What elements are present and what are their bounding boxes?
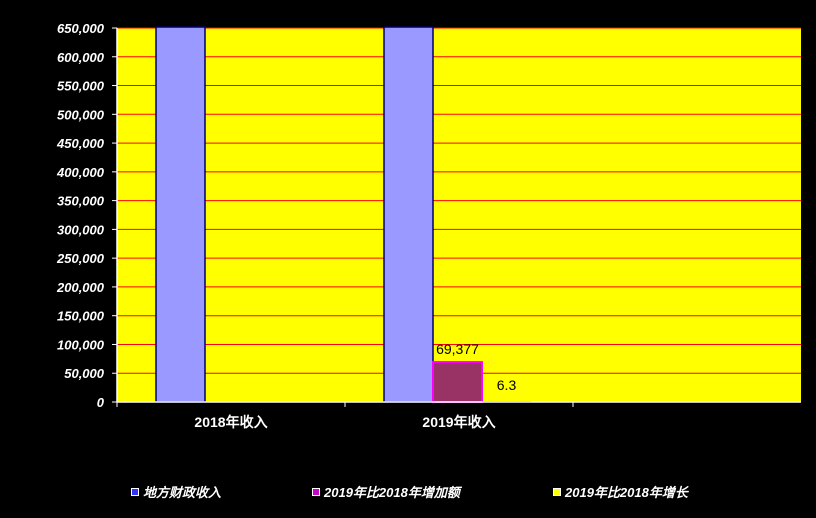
legend-label-series-0: 地方财政收入 — [143, 485, 222, 500]
plot-area — [117, 28, 801, 402]
legend-swatch-series-1 — [312, 487, 320, 496]
y-tick-label: 250,000 — [56, 251, 105, 266]
y-tick-label: 0 — [97, 395, 105, 410]
x-category-labels: 2018年收入 2019年收入 — [194, 414, 495, 430]
legend-label-series-2: 2019年比2018年增长 — [565, 485, 688, 500]
y-tick-label: 300,000 — [57, 222, 105, 237]
y-tick-label: 600,000 — [57, 50, 105, 65]
bars — [155, 26, 532, 403]
y-tick-label: 500,000 — [57, 107, 105, 122]
legend-item-series-1: 2019年比2018年增加额 — [312, 482, 460, 501]
y-tick-label: 50,000 — [64, 366, 105, 381]
y-tick-label: 650,000 — [57, 21, 105, 36]
x-category-label: 2018年收入 — [194, 414, 267, 430]
y-tick-label: 400,000 — [56, 165, 105, 180]
bar-0-0 — [155, 26, 206, 403]
axes — [116, 28, 801, 407]
y-tick-label: 450,000 — [56, 136, 105, 151]
bar-1-1 — [432, 361, 483, 403]
y-tick-label: 100,000 — [57, 337, 105, 352]
data-labels: 69,377 6.3 — [436, 341, 516, 393]
bar-0-1 — [383, 26, 434, 403]
legend: 地方财政收入 2019年比2018年增加额 2019年比2018年增长 — [0, 482, 816, 502]
y-tick-label: 200,000 — [56, 280, 105, 295]
x-category-label: 2019年收入 — [422, 414, 495, 430]
y-tick-label: 550,000 — [57, 79, 105, 94]
legend-label-series-1: 2019年比2018年增加额 — [324, 485, 460, 500]
data-label-0: 69,377 — [436, 341, 479, 357]
legend-swatch-series-2 — [553, 487, 561, 496]
y-tick-label: 150,000 — [57, 309, 105, 324]
legend-swatch-series-0 — [131, 487, 139, 496]
y-tick-labels: 0 50,000 100,000 150,000 200,000 250,000 300,0… — [56, 21, 105, 410]
y-tick-label: 350,000 — [57, 194, 105, 209]
data-label-1: 6.3 — [497, 377, 517, 393]
legend-item-series-2: 2019年比2018年增长 — [553, 482, 688, 501]
legend-item-series-0: 地方财政收入 — [131, 482, 221, 501]
